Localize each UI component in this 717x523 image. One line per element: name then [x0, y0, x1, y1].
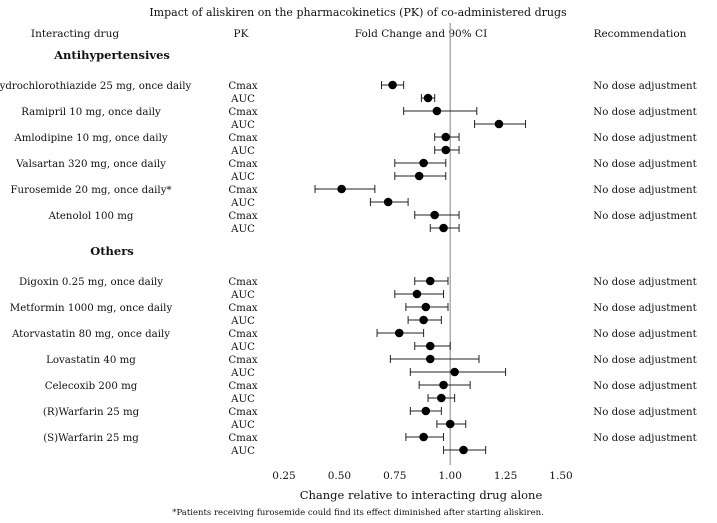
drug-label: (S)Warfarin 25 mg — [43, 432, 139, 444]
recommendation-text: No dose adjustment — [593, 355, 697, 366]
point-estimate — [439, 380, 448, 390]
point-estimate — [494, 119, 504, 129]
footnote: *Patients receiving furosemide could fin… — [172, 508, 544, 518]
drug-label: Valsartan 320 mg, once daily — [15, 159, 166, 170]
pk-label: Cmax — [228, 107, 258, 118]
x-tick-label: 1.50 — [549, 470, 572, 482]
point-estimate — [459, 445, 468, 455]
point-estimate — [388, 80, 397, 90]
x-tick-label: 0.25 — [272, 470, 295, 482]
pk-label: AUC — [230, 198, 255, 209]
recommendation-text: No dose adjustment — [593, 159, 697, 170]
point-estimate — [450, 367, 459, 377]
pk-label: Cmax — [228, 133, 258, 144]
header-fold-change: Fold Change and 90% CI — [355, 28, 487, 40]
point-estimate — [394, 328, 404, 338]
x-tick-label: 1.25 — [494, 470, 517, 482]
recommendation-text: No dose adjustment — [593, 303, 697, 314]
drug-label: Celecoxib 200 mg — [45, 381, 138, 392]
drug-label: Metformin 1000 mg, once daily — [10, 303, 173, 314]
x-tick-label: 0.75 — [383, 470, 406, 482]
drug-label: Digoxin 0.25 mg, once daily — [19, 277, 163, 288]
point-estimate — [441, 132, 451, 142]
plot-area: Antihypertensives Hydrochlorothiazide 25 … — [0, 23, 698, 482]
pk-label: Cmax — [228, 381, 258, 392]
pk-label: AUC — [230, 146, 255, 157]
point-estimate — [437, 393, 446, 403]
pk-label: Cmax — [228, 159, 258, 170]
pk-label: Cmax — [228, 407, 258, 418]
point-estimate — [419, 158, 428, 168]
pk-label: AUC — [230, 120, 255, 131]
section-heading: Antihypertensives — [53, 48, 170, 62]
recommendation-text: No dose adjustment — [593, 107, 697, 118]
chart-title: Impact of aliskiren on the pharmacokinet… — [149, 6, 567, 19]
drug-label: (R)Warfarin 25 mg — [43, 406, 140, 418]
pk-label: AUC — [230, 394, 255, 405]
drug-label: Amlodipine 10 mg, once daily — [13, 133, 167, 144]
recommendation-text: No dose adjustment — [593, 407, 697, 418]
pk-label: Cmax — [228, 277, 258, 288]
point-estimate — [423, 93, 433, 103]
point-estimate — [425, 341, 435, 351]
drug-label: Ramipril 10 mg, once daily — [21, 107, 161, 118]
pk-label: Cmax — [228, 81, 258, 92]
point-estimate — [419, 432, 428, 442]
pk-label: Cmax — [228, 329, 258, 340]
pk-label: AUC — [230, 316, 255, 327]
point-estimate — [414, 171, 424, 181]
drug-label: Atenolol 100 mg — [48, 211, 134, 222]
point-estimate — [425, 276, 435, 286]
pk-label: AUC — [230, 290, 255, 301]
recommendation-text: No dose adjustment — [593, 211, 697, 222]
pk-label: AUC — [230, 420, 255, 431]
recommendation-text: No dose adjustment — [593, 81, 697, 92]
header-interacting-drug: Interacting drug — [31, 28, 119, 40]
drug-label: Hydrochlorothiazide 25 mg, once daily — [0, 81, 192, 92]
point-estimate — [430, 210, 439, 220]
point-estimate — [383, 197, 393, 207]
point-estimate — [337, 184, 346, 194]
pk-label: Cmax — [228, 355, 258, 366]
pk-label: AUC — [230, 172, 255, 183]
recommendation-text: No dose adjustment — [593, 381, 697, 392]
pk-label: Cmax — [228, 185, 258, 196]
recommendation-text: No dose adjustment — [593, 433, 697, 444]
point-estimate — [421, 302, 431, 312]
point-estimate — [432, 106, 442, 116]
pk-label: Cmax — [228, 433, 258, 444]
header-recommendation: Recommendation — [594, 28, 687, 40]
pk-label: AUC — [230, 94, 255, 105]
drug-label: Atorvastatin 80 mg, once daily — [11, 329, 170, 340]
pk-label: Cmax — [228, 211, 258, 222]
pk-label: AUC — [230, 342, 255, 353]
recommendation-text: No dose adjustment — [593, 277, 697, 288]
point-estimate — [419, 315, 428, 325]
point-estimate — [421, 406, 431, 416]
section-heading: Others — [90, 244, 134, 258]
point-estimate — [441, 145, 451, 155]
pk-label: AUC — [230, 368, 255, 379]
pk-label: AUC — [230, 224, 255, 235]
x-axis-label: Change relative to interacting drug alon… — [300, 488, 543, 502]
drug-label: Lovastatin 40 mg — [46, 355, 136, 366]
pk-label: Cmax — [228, 303, 258, 314]
point-estimate — [425, 354, 435, 364]
recommendation-text: No dose adjustment — [593, 133, 697, 144]
recommendation-text: No dose adjustment — [593, 185, 697, 196]
pk-label: AUC — [230, 446, 255, 457]
header-pk: PK — [234, 28, 249, 40]
x-tick-label: 0.50 — [328, 470, 351, 482]
point-estimate — [439, 223, 448, 233]
x-tick-label: 1.00 — [439, 470, 462, 482]
point-estimate — [445, 419, 455, 429]
recommendation-text: No dose adjustment — [593, 329, 697, 340]
point-estimate — [412, 289, 422, 299]
drug-label: Furosemide 20 mg, once daily* — [10, 185, 171, 196]
